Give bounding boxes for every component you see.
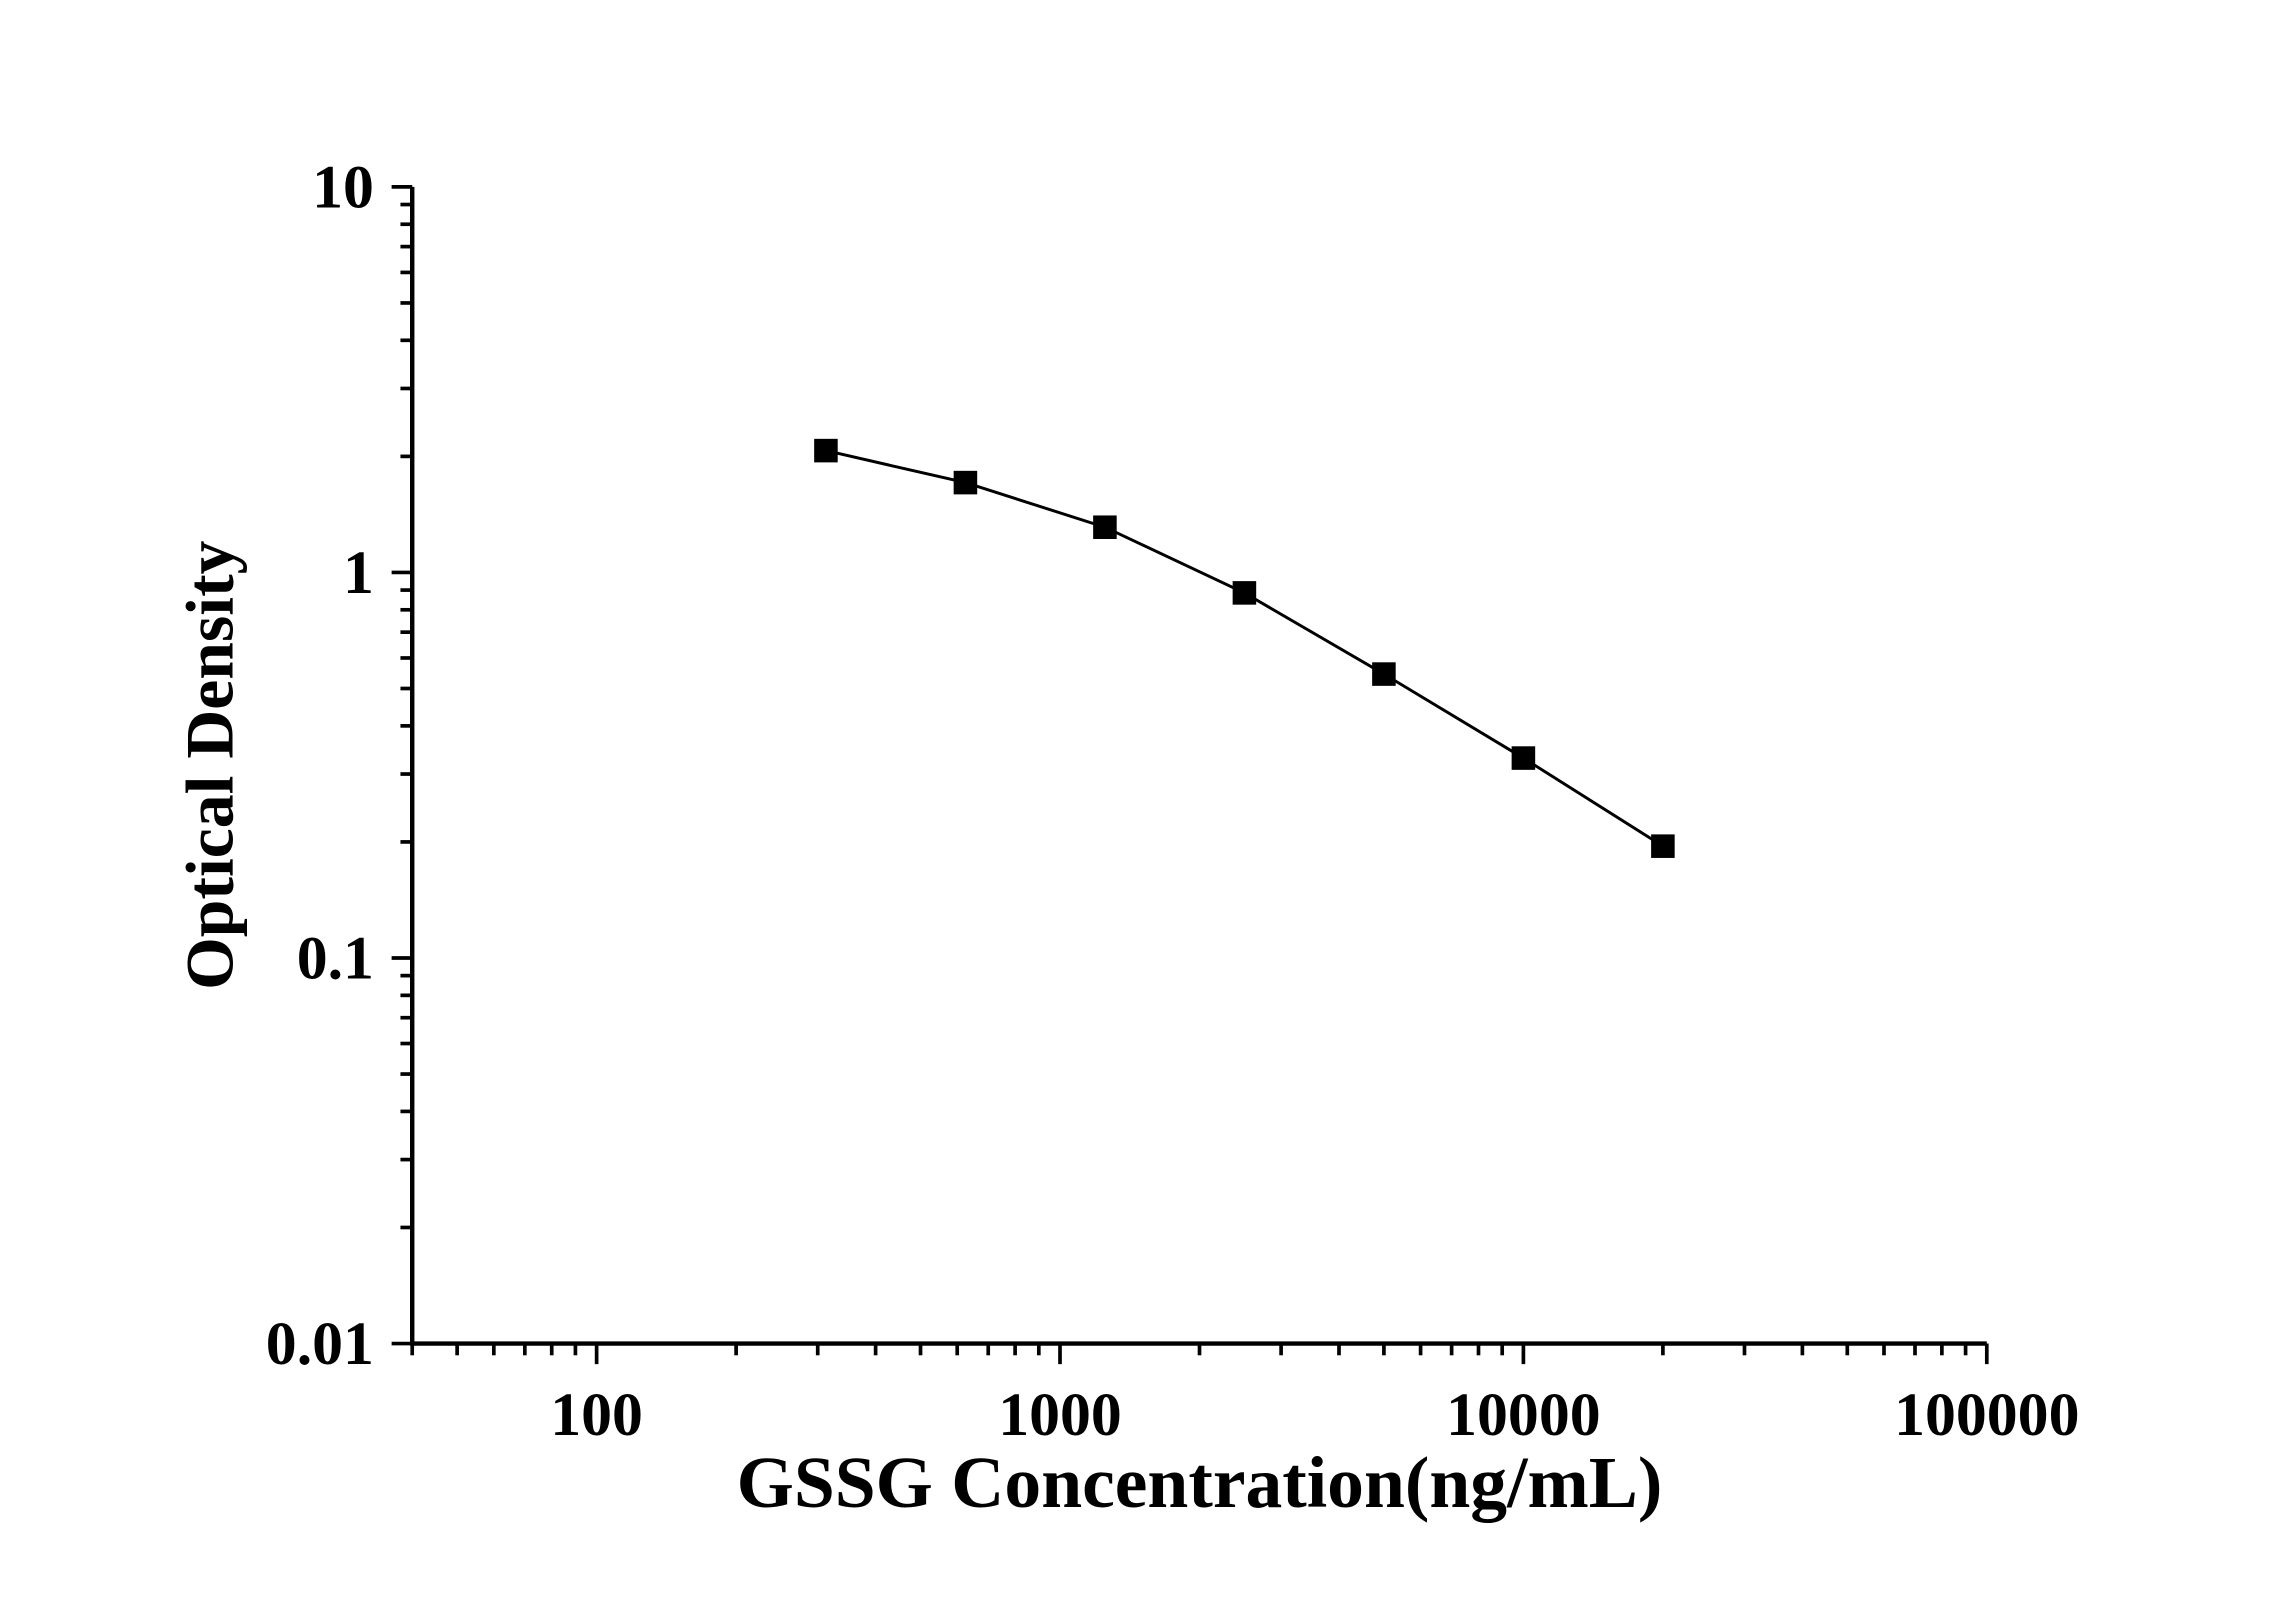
data-point (953, 470, 978, 495)
y-tick-label: 10 (312, 153, 374, 221)
y-tick-label: 0.1 (297, 925, 374, 993)
y-tick-label: 0.01 (266, 1310, 374, 1378)
y-tick-label: 1 (343, 539, 374, 607)
data-point (1372, 662, 1396, 686)
data-point (1511, 746, 1536, 770)
axes (410, 186, 1987, 1346)
ticks: 100 1000 10000 100000 0.01 0.1 1 10 (266, 153, 2080, 1448)
data-point (1093, 515, 1117, 539)
series (814, 438, 1675, 858)
x-tick-label: 100000 (1894, 1381, 2079, 1449)
x-tick-label: 1000 (998, 1381, 1122, 1449)
series-line (825, 449, 1664, 848)
data-point (1232, 581, 1257, 605)
data-point (1651, 834, 1675, 858)
data-point (814, 438, 838, 463)
x-tick-label: 10000 (1446, 1381, 1601, 1449)
x-tick-label: 100 (550, 1381, 643, 1449)
y-axis-label: Optical Density (173, 540, 248, 990)
x-axis-label: GSSG Concentration(ng/mL) (737, 1441, 1663, 1523)
